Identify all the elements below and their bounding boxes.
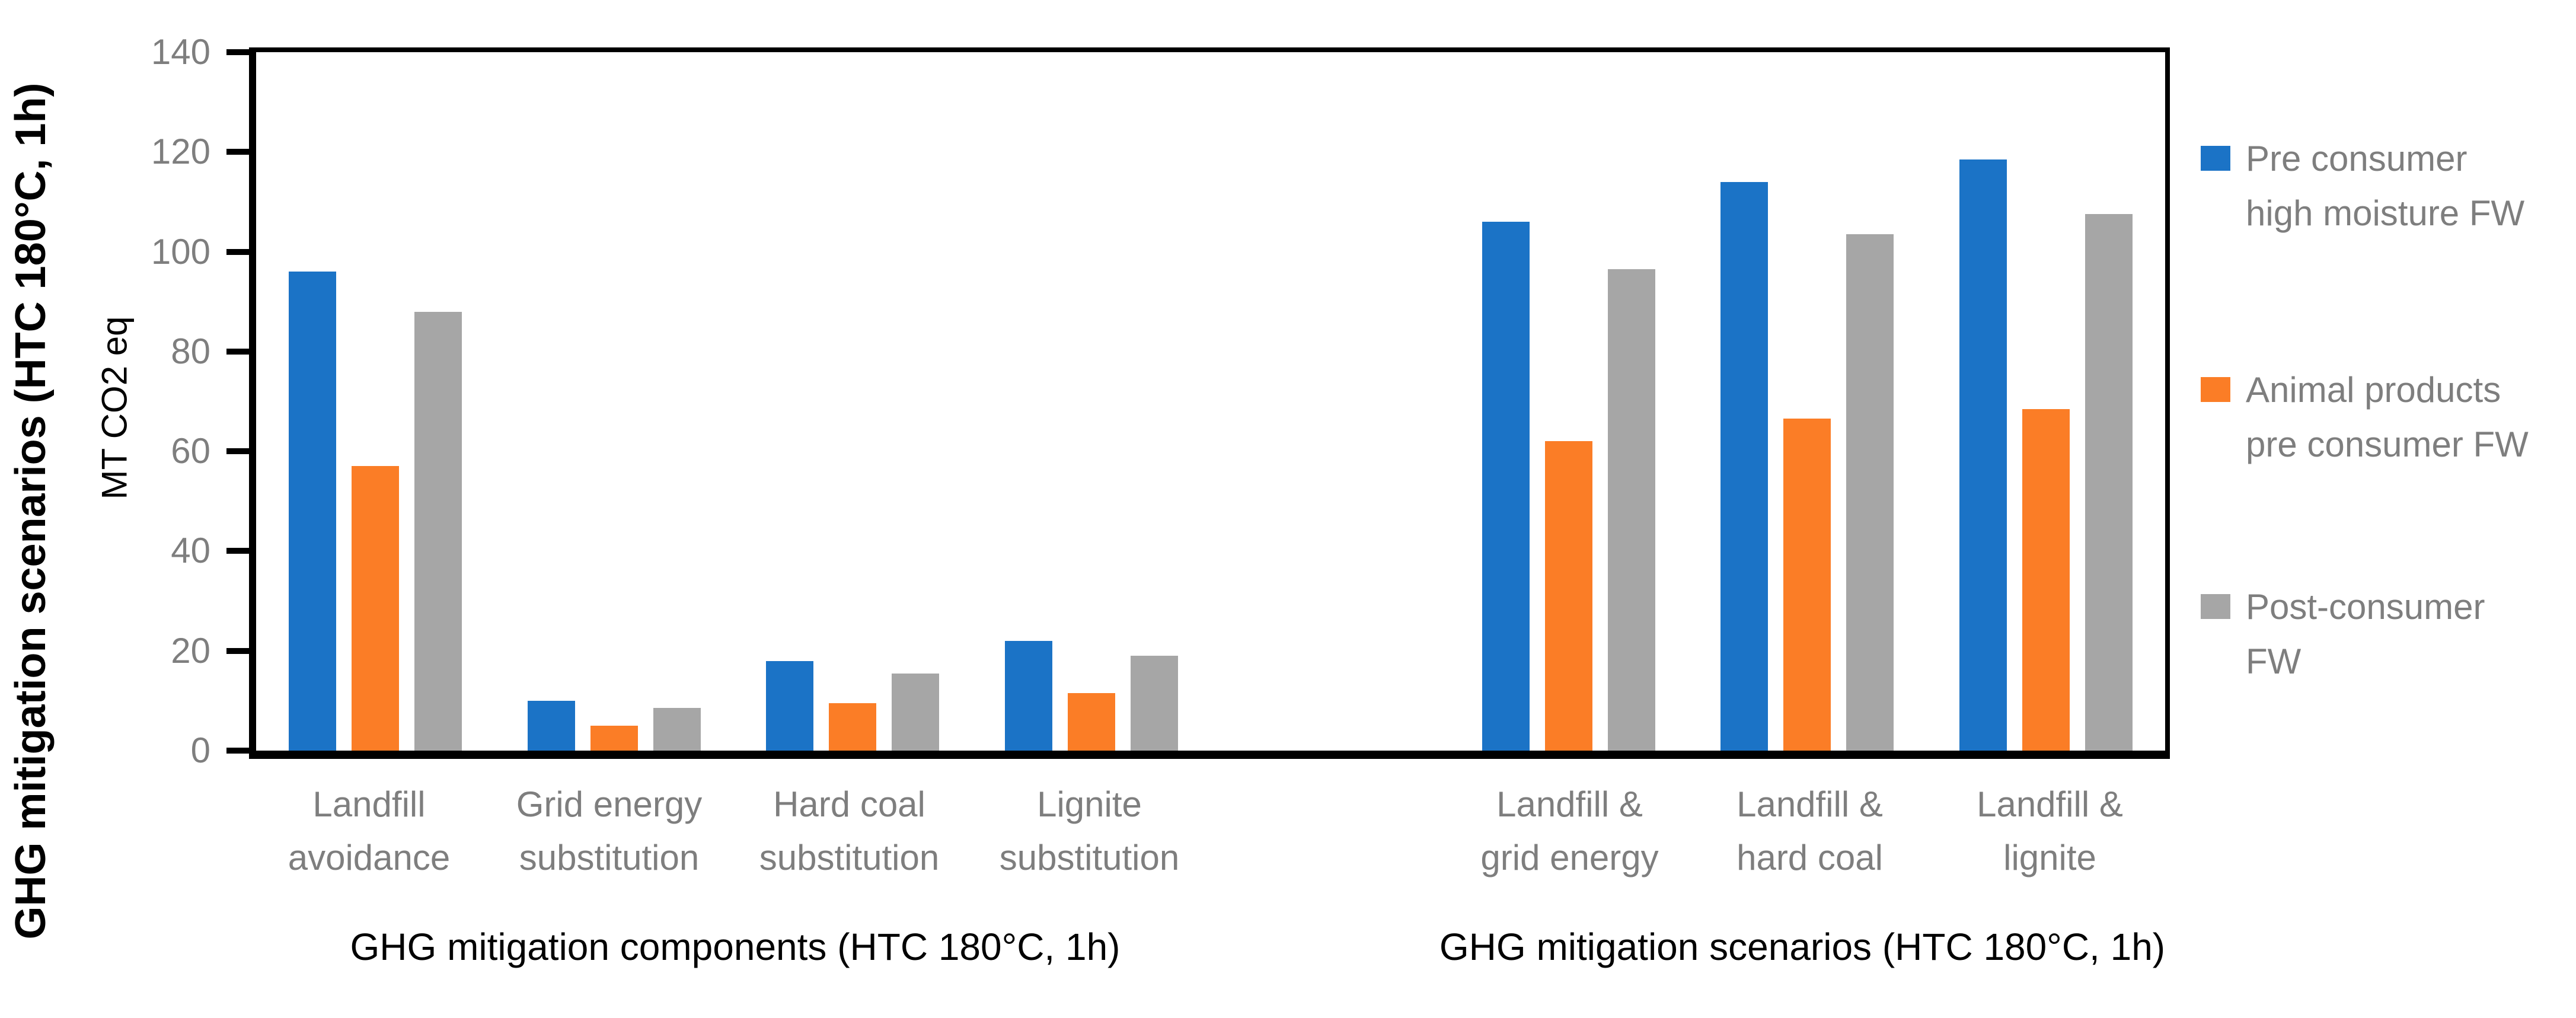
bar bbox=[1130, 656, 1178, 751]
bar-group bbox=[495, 52, 734, 751]
category-label: Landfill & lignite bbox=[1977, 784, 2123, 877]
bar bbox=[527, 700, 575, 751]
y-tick-mark bbox=[226, 49, 250, 55]
bar bbox=[829, 703, 877, 751]
y-tick-mark bbox=[226, 348, 250, 355]
bar bbox=[1004, 640, 1052, 751]
bar bbox=[352, 466, 400, 751]
bar-group bbox=[733, 52, 972, 751]
y-tick-label: 20 bbox=[171, 630, 210, 671]
legend-entry: Pre consumer high moisture FW bbox=[2201, 132, 2524, 241]
bar bbox=[1959, 159, 2007, 751]
bar bbox=[1720, 181, 1769, 751]
bar bbox=[2085, 214, 2133, 751]
legend-label: Pre consumer high moisture FW bbox=[2246, 139, 2525, 233]
bar bbox=[1067, 693, 1115, 751]
y-tick-label: 0 bbox=[190, 730, 210, 770]
legend-entry: Post-consumer FW bbox=[2201, 580, 2485, 689]
bar bbox=[653, 708, 701, 751]
y-tick-label: 140 bbox=[151, 32, 210, 72]
cluster-title-scenarios: GHG mitigation scenarios (HTC 180°C, 1h) bbox=[1439, 926, 2166, 968]
y-tick-label: 120 bbox=[151, 132, 210, 172]
group-spacer bbox=[1211, 52, 1450, 751]
y-tick-label: 80 bbox=[171, 331, 210, 371]
category-label: Grid energy substitution bbox=[516, 784, 703, 877]
bar bbox=[1482, 222, 1530, 751]
bar-group bbox=[256, 52, 495, 751]
y-tick-mark bbox=[226, 448, 250, 455]
bar bbox=[1607, 269, 1655, 751]
category-label: Hard coal substitution bbox=[759, 784, 940, 877]
plot-area bbox=[249, 47, 2170, 759]
bar bbox=[1846, 234, 1894, 751]
y-tick-mark bbox=[226, 748, 250, 754]
bar bbox=[892, 673, 940, 751]
bar-group bbox=[1927, 52, 2166, 751]
y-tick-label: 40 bbox=[171, 531, 210, 571]
cluster-title-components: GHG mitigation components (HTC 180°C, 1h… bbox=[350, 926, 1121, 968]
y-tick-mark bbox=[226, 548, 250, 554]
y-axis-outer-title: GHG mitigation scenarios (HTC 180°C, 1h) bbox=[7, 82, 55, 940]
category-label: Landfill & hard coal bbox=[1737, 784, 1883, 877]
category-axis-labels: Landfill avoidance Grid energy substituti… bbox=[249, 778, 2170, 885]
bar bbox=[2022, 409, 2070, 751]
legend-label: Post-consumer FW bbox=[2246, 587, 2485, 681]
bar-group bbox=[1688, 52, 1927, 751]
category-label: Lignite substitution bbox=[999, 784, 1180, 877]
category-label-spacer bbox=[1209, 778, 1450, 885]
y-tick-label: 100 bbox=[151, 231, 210, 272]
y-tick-mark bbox=[226, 647, 250, 654]
legend-swatch bbox=[2201, 146, 2230, 171]
bar bbox=[1783, 419, 1831, 751]
y-tick-label: 60 bbox=[171, 431, 210, 471]
legend-label: Animal products pre consumer FW bbox=[2246, 370, 2529, 464]
bar bbox=[590, 725, 638, 751]
bar bbox=[766, 660, 814, 751]
bar bbox=[289, 272, 337, 751]
category-label: Landfill & grid energy bbox=[1480, 784, 1659, 877]
bar bbox=[1544, 441, 1592, 751]
legend-swatch bbox=[2201, 377, 2230, 402]
bar-group bbox=[1450, 52, 1688, 751]
legend-entry: Animal products pre consumer FW bbox=[2201, 363, 2529, 472]
y-tick-mark bbox=[226, 248, 250, 255]
bar bbox=[414, 311, 462, 751]
legend-swatch bbox=[2201, 594, 2230, 619]
y-tick-mark bbox=[226, 149, 250, 155]
category-label: Landfill avoidance bbox=[288, 784, 451, 877]
bar-group bbox=[972, 52, 1211, 751]
